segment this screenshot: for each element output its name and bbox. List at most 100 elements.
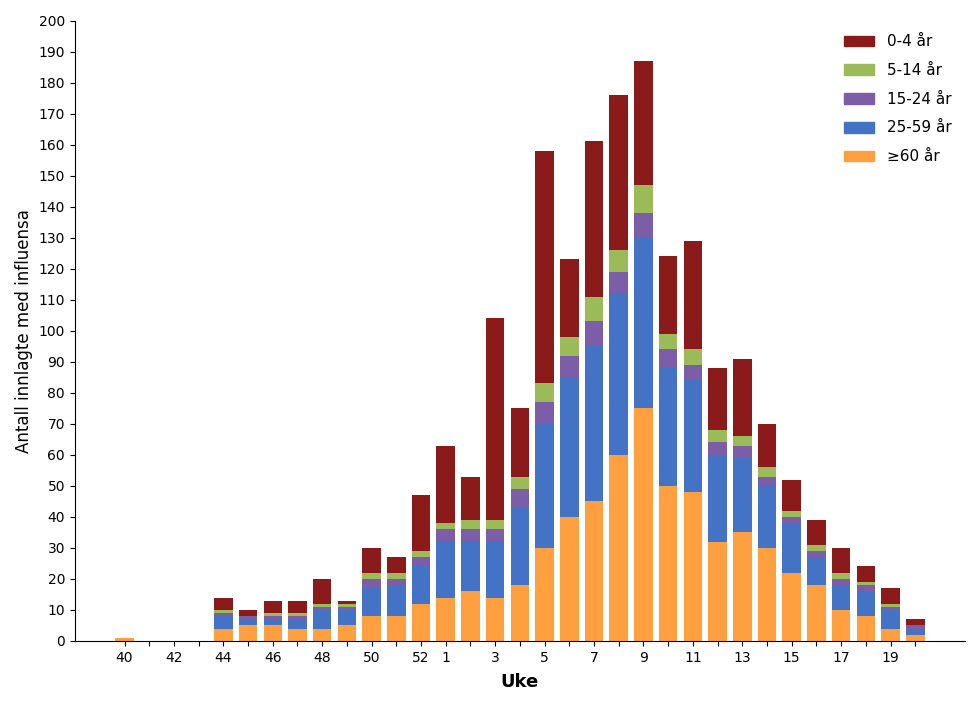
Bar [436, 597, 455, 641]
Bar [560, 259, 578, 337]
Bar [313, 628, 331, 641]
Bar [808, 585, 826, 641]
Bar [511, 585, 529, 641]
Bar [832, 610, 851, 641]
Bar [338, 601, 356, 604]
Y-axis label: Antall innlagte med influensa: Antall innlagte med influensa [15, 209, 33, 453]
Bar [462, 477, 480, 520]
Bar [338, 607, 356, 610]
Bar [560, 517, 578, 641]
Bar [634, 61, 653, 185]
Bar [511, 489, 529, 508]
Bar [535, 424, 554, 548]
Bar [733, 445, 752, 458]
Bar [857, 582, 875, 585]
Bar [832, 579, 851, 585]
Bar [585, 297, 604, 321]
Bar [264, 619, 282, 626]
Bar [808, 557, 826, 585]
Bar [387, 616, 406, 641]
Bar [288, 601, 307, 613]
Bar [733, 532, 752, 641]
Bar [313, 579, 331, 604]
Bar [214, 616, 232, 628]
Bar [363, 579, 381, 588]
Bar [560, 377, 578, 517]
Bar [881, 628, 900, 641]
Bar [288, 613, 307, 616]
Bar [659, 486, 677, 641]
Bar [758, 486, 776, 548]
Bar [782, 517, 801, 523]
Bar [585, 321, 604, 346]
Bar [906, 635, 924, 641]
Bar [808, 551, 826, 557]
Bar [214, 610, 232, 613]
Bar [610, 95, 628, 250]
Bar [585, 501, 604, 641]
Bar [387, 579, 406, 585]
Bar [709, 443, 727, 455]
Bar [733, 458, 752, 532]
Bar [214, 597, 232, 610]
Bar [412, 557, 430, 566]
Bar [782, 479, 801, 510]
Bar [511, 408, 529, 477]
Bar [758, 467, 776, 477]
Bar [881, 610, 900, 628]
Bar [486, 597, 505, 641]
Bar [560, 337, 578, 356]
Bar [535, 548, 554, 641]
Bar [313, 607, 331, 610]
Bar [436, 523, 455, 530]
Bar [659, 334, 677, 349]
Bar [832, 585, 851, 610]
Bar [436, 530, 455, 542]
Bar [486, 520, 505, 530]
Bar [313, 610, 331, 628]
Bar [436, 542, 455, 597]
Bar [264, 613, 282, 616]
Bar [239, 610, 258, 616]
Bar [634, 213, 653, 238]
Bar [462, 592, 480, 641]
Bar [387, 585, 406, 616]
Bar [387, 573, 406, 579]
Bar [610, 455, 628, 641]
Bar [634, 238, 653, 408]
Bar [338, 604, 356, 607]
Bar [684, 381, 702, 492]
Bar [412, 551, 430, 557]
Bar [758, 548, 776, 641]
Bar [906, 626, 924, 628]
Bar [486, 542, 505, 597]
Bar [709, 368, 727, 430]
Bar [436, 445, 455, 523]
Bar [363, 548, 381, 573]
Bar [535, 402, 554, 424]
Bar [535, 151, 554, 383]
Bar [585, 141, 604, 297]
Bar [486, 318, 505, 520]
Bar [313, 604, 331, 607]
Bar [733, 359, 752, 436]
Bar [782, 523, 801, 573]
Bar [684, 365, 702, 381]
Bar [363, 616, 381, 641]
Bar [535, 383, 554, 402]
Bar [709, 430, 727, 443]
Bar [782, 573, 801, 641]
Bar [832, 573, 851, 579]
Bar [808, 520, 826, 545]
Bar [610, 272, 628, 294]
Bar [906, 628, 924, 635]
Bar [857, 616, 875, 641]
Bar [610, 250, 628, 272]
Bar [634, 185, 653, 213]
Bar [288, 628, 307, 641]
Bar [387, 557, 406, 573]
Bar [585, 346, 604, 501]
Bar [857, 566, 875, 582]
Bar [264, 601, 282, 613]
Bar [214, 613, 232, 616]
